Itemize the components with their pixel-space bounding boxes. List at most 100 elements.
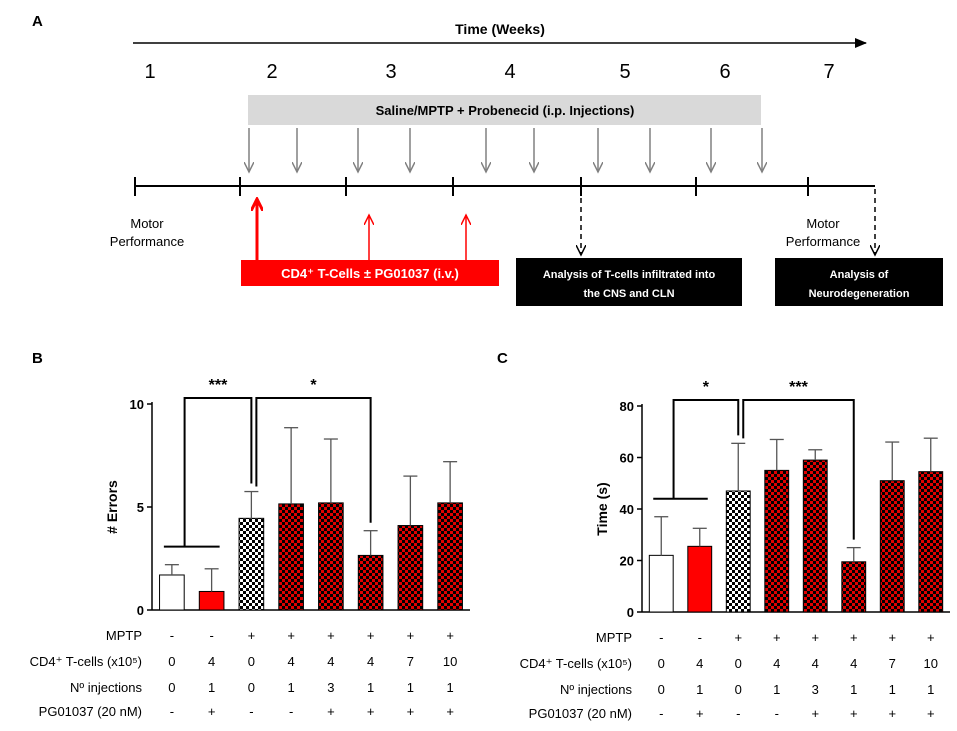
y-tick-label: 0 <box>137 603 144 618</box>
condition-value: 0 <box>248 680 255 695</box>
condition-label: CD4⁺ T-cells (x10⁵) <box>30 654 142 669</box>
y-tick-label: 40 <box>620 502 634 517</box>
analysis-neuro-line1: Analysis of <box>830 269 889 281</box>
analysis-neuro-line2: Neurodegeneration <box>809 288 910 300</box>
condition-value: 1 <box>850 682 857 697</box>
week-label: 2 <box>266 61 277 83</box>
condition-value: 3 <box>812 682 819 697</box>
injection-label: Saline/MPTP + Probenecid (i.p. Injection… <box>376 103 635 118</box>
condition-value: 0 <box>168 654 175 669</box>
condition-value: + <box>287 628 295 643</box>
condition-value: - <box>659 706 663 721</box>
condition-label: Nº injections <box>70 680 142 695</box>
condition-value: + <box>407 628 415 643</box>
sig-bracket <box>742 399 855 540</box>
condition-value: + <box>927 630 935 645</box>
condition-value: - <box>659 630 663 645</box>
panel-a: A Time (Weeks) 1 2 3 4 5 6 7 Saline/MPTP… <box>32 13 943 306</box>
bar <box>879 480 905 613</box>
y-axis-title: Time (s) <box>594 482 610 535</box>
condition-value: 4 <box>367 654 374 669</box>
bar <box>397 525 424 611</box>
condition-value: - <box>170 704 174 719</box>
y-tick-label: 10 <box>130 397 144 412</box>
timeline-ticks <box>134 177 809 196</box>
week-label: 3 <box>385 61 396 83</box>
condition-value: - <box>736 706 740 721</box>
condition-label: MPTP <box>596 630 632 645</box>
condition-value: 7 <box>889 656 896 671</box>
condition-value: + <box>327 704 335 719</box>
condition-value: + <box>367 628 375 643</box>
bar <box>841 561 867 613</box>
week-label: 7 <box>823 61 834 83</box>
condition-value: - <box>698 630 702 645</box>
week-label: 1 <box>144 61 155 83</box>
sig-label: * <box>310 377 317 394</box>
y-tick-label: 20 <box>620 554 634 569</box>
bar <box>357 554 384 611</box>
condition-value: 1 <box>288 680 295 695</box>
condition-value: 3 <box>327 680 334 695</box>
condition-value: 1 <box>208 680 215 695</box>
condition-value: + <box>696 706 704 721</box>
condition-value: 0 <box>168 680 175 695</box>
bar <box>318 502 344 611</box>
condition-label: MPTP <box>106 628 142 643</box>
condition-value: + <box>208 704 216 719</box>
condition-value: 1 <box>773 682 780 697</box>
condition-value: 4 <box>208 654 215 669</box>
sig-label: * <box>703 379 710 396</box>
condition-value: + <box>367 704 375 719</box>
analysis-tcells-line2: the CNS and CLN <box>583 288 674 300</box>
condition-value: 0 <box>735 682 742 697</box>
sig-bracket <box>255 397 372 523</box>
condition-value: 4 <box>288 654 295 669</box>
analysis-neuro-box <box>775 258 943 306</box>
condition-value: - <box>289 704 293 719</box>
sig-bracket <box>183 397 253 547</box>
condition-value: + <box>811 630 819 645</box>
condition-value: + <box>850 630 858 645</box>
y-tick-label: 80 <box>620 399 634 414</box>
injection-arrows <box>249 128 762 172</box>
bar <box>725 490 751 613</box>
condition-value: 4 <box>773 656 780 671</box>
analysis-tcells-line1: Analysis of T-cells infiltrated into <box>543 269 716 281</box>
condition-value: - <box>249 704 253 719</box>
condition-label: Nº injections <box>560 682 632 697</box>
bar <box>159 574 185 611</box>
condition-value: 7 <box>407 654 414 669</box>
bar <box>437 502 463 611</box>
motor-right-line1: Motor <box>806 216 840 231</box>
bar <box>198 590 225 611</box>
y-tick-label: 0 <box>627 605 634 620</box>
motor-right-line2: Performance <box>786 234 860 249</box>
week-label: 6 <box>719 61 730 83</box>
condition-value: + <box>850 706 858 721</box>
condition-value: + <box>888 630 896 645</box>
condition-label: PG01037 (20 nM) <box>39 704 142 719</box>
bar <box>648 554 674 613</box>
week-label: 4 <box>504 61 515 83</box>
tcells-box <box>241 260 499 286</box>
condition-value: + <box>446 704 454 719</box>
bar <box>918 471 944 613</box>
condition-label: CD4⁺ T-cells (x10⁵) <box>520 656 632 671</box>
condition-value: 0 <box>658 682 665 697</box>
condition-value: 1 <box>927 682 934 697</box>
condition-value: 10 <box>924 656 938 671</box>
condition-value: + <box>811 706 819 721</box>
condition-value: - <box>775 706 779 721</box>
condition-value: - <box>170 628 174 643</box>
sig-label: *** <box>209 377 228 394</box>
panel-a-letter: A <box>32 13 43 30</box>
condition-value: 4 <box>812 656 819 671</box>
analysis-tcells-box <box>516 258 742 306</box>
condition-value: 1 <box>447 680 454 695</box>
bar <box>238 517 265 611</box>
condition-label: PG01037 (20 nM) <box>529 706 632 721</box>
week-labels: 1 2 3 4 5 6 7 <box>144 61 834 83</box>
